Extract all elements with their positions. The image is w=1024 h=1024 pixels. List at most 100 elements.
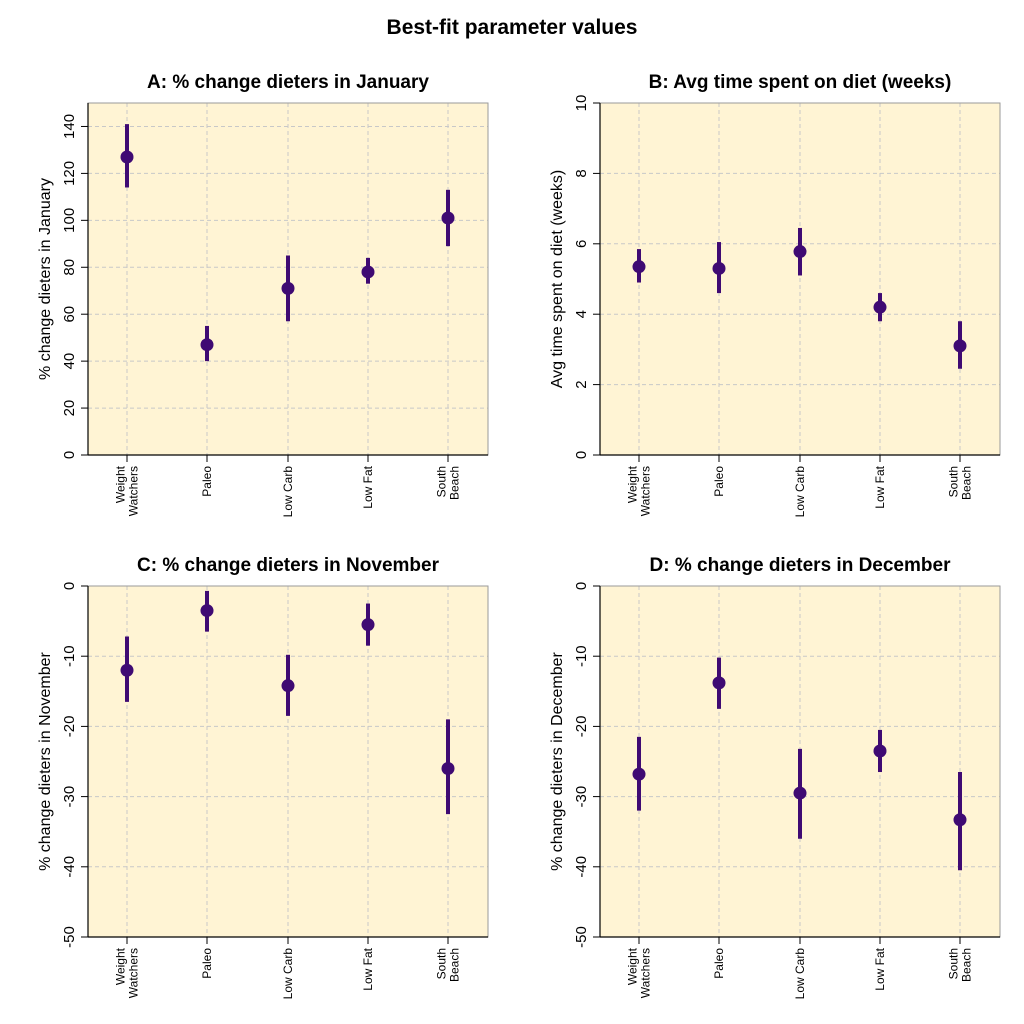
panel-c-y-axis-label: % change dieters in November	[37, 651, 54, 870]
panel-c-data-point	[120, 663, 134, 677]
panel-d-x-tick-label: WeightWatchers	[626, 947, 653, 998]
panel-b-x-tick-label-line: South	[947, 466, 961, 497]
panel-b-data-point	[793, 245, 807, 259]
panel-b-y-tick-label: 4	[573, 310, 590, 318]
panel-c-x-tick-label-line: Weight	[114, 947, 128, 985]
panel-b-y-tick-label: 8	[573, 169, 590, 177]
panel-a-data-point	[441, 211, 455, 225]
panel-c-y-tick-label: -50	[61, 926, 78, 948]
panel-a-x-tick-label-line: South	[435, 466, 449, 497]
panel-b-x-tick-label: SouthBeach	[947, 466, 974, 500]
panel-d-x-tick-label-line: Beach	[960, 948, 974, 982]
panel-a-x-tick-label-line: Watchers	[127, 466, 141, 516]
panel-d-x-tick-label: Low Fat	[873, 947, 887, 990]
panel-d-x-tick-label-line: Watchers	[639, 948, 653, 998]
panel-a-x-tick-label-line: Low Fat	[361, 465, 375, 508]
panel-a-x-tick-label-line: Paleo	[200, 466, 214, 497]
panel-b-data-point	[953, 339, 967, 353]
panel-d-y-tick-label: -50	[573, 926, 590, 948]
panel-b-x-tick-label-line: Weight	[626, 465, 640, 503]
panel-a-y-tick-label: 0	[61, 451, 78, 459]
panel-b-title: B: Avg time spent on diet (weeks)	[649, 72, 952, 93]
panel-c-x-tick-label: Low Fat	[361, 947, 375, 990]
panel-a-title: A: % change dieters in January	[147, 72, 429, 93]
panel-c-y-tick-label: -10	[61, 645, 78, 667]
panel-d-y-tick-label: 0	[573, 582, 590, 590]
panel-a-y-axis-label: % change dieters in January	[37, 178, 54, 380]
figure-title: Best-fit parameter values	[386, 16, 638, 39]
panel-d-y-tick-label: -20	[573, 716, 590, 738]
panel-a-x-tick-label-line: Weight	[114, 465, 128, 503]
panel-d-title: D: % change dieters in December	[650, 555, 952, 576]
panel-b-y-tick-label: 10	[573, 95, 590, 112]
panel-b-data-point	[712, 261, 726, 275]
panel-d-x-tick-label-line: Weight	[626, 947, 640, 985]
panel-d-y-tick-label: -10	[573, 645, 590, 667]
panel-a-x-tick-label: SouthBeach	[435, 466, 462, 500]
panel-b-x-tick-label: Paleo	[712, 466, 726, 497]
panel-b-y-tick-label: 6	[573, 240, 590, 248]
panel-d-data-point	[793, 786, 807, 800]
panel-b-data-point	[873, 300, 887, 314]
panel-d-data-point	[712, 676, 726, 690]
panel-a-y-tick-label: 60	[61, 306, 78, 323]
panel-d-x-tick-label: SouthBeach	[947, 948, 974, 982]
panel-d-y-tick-label: -40	[573, 856, 590, 878]
panel-c-data-point	[441, 762, 455, 776]
panel-c-title: C: % change dieters in November	[137, 555, 440, 576]
panel-b-x-tick-label-line: Watchers	[639, 466, 653, 516]
panel-d-x-tick-label-line: Paleo	[712, 948, 726, 979]
panel-a-y-tick-label: 140	[61, 114, 78, 139]
panel-d-data-point	[632, 767, 646, 781]
panel-a-data-point	[200, 338, 214, 352]
panel-a-data-point	[361, 265, 375, 279]
panel-c-y-tick-label: -30	[61, 786, 78, 808]
panel-b-x-tick-label-line: Low Fat	[873, 465, 887, 508]
panel-c-x-tick-label-line: Low Carb	[281, 948, 295, 1000]
panel-c-x-tick-label-line: Paleo	[200, 948, 214, 979]
panel-a-x-tick-label: Low Carb	[281, 466, 295, 518]
panel-c-x-tick-label-line: Low Fat	[361, 947, 375, 990]
panel-b-x-tick-label-line: Beach	[960, 466, 974, 500]
panel-c-data-point	[281, 679, 295, 693]
panel-b-y-tick-label: 2	[573, 380, 590, 388]
panel-a-y-tick-label: 20	[61, 400, 78, 417]
panel-b-x-tick-label: Low Carb	[793, 466, 807, 518]
panel-a-x-tick-label: WeightWatchers	[114, 465, 141, 516]
panel-a-y-tick-label: 120	[61, 161, 78, 186]
panel-d-x-tick-label: Low Carb	[793, 948, 807, 1000]
panel-d-y-axis-label: % change dieters in December	[549, 651, 566, 870]
panel-a-y-tick-label: 80	[61, 259, 78, 276]
panel-a-x-tick-label-line: Low Carb	[281, 466, 295, 518]
panel-d-x-tick-label-line: Low Fat	[873, 947, 887, 990]
panel-b-x-tick-label-line: Low Carb	[793, 466, 807, 518]
panel-a-x-tick-label: Paleo	[200, 466, 214, 497]
panel-d-x-tick-label-line: South	[947, 948, 961, 979]
panel-d-x-tick-label: Paleo	[712, 948, 726, 979]
panel-b-x-tick-label: Low Fat	[873, 465, 887, 508]
panel-b-y-tick-label: 0	[573, 451, 590, 459]
panel-a-x-tick-label: Low Fat	[361, 465, 375, 508]
panel-a-x-tick-label-line: Beach	[448, 466, 462, 500]
panel-c-y-tick-label: -40	[61, 856, 78, 878]
panel-a-data-point	[120, 150, 134, 164]
panel-c-data-point	[200, 604, 214, 618]
panel-a-y-tick-label: 40	[61, 353, 78, 370]
panel-c-x-tick-label-line: South	[435, 948, 449, 979]
panel-a-data-point	[281, 281, 295, 295]
panel-c-y-tick-label: -20	[61, 716, 78, 738]
panel-b-x-tick-label-line: Paleo	[712, 466, 726, 497]
panel-c-data-point	[361, 618, 375, 632]
panel-d-x-tick-label-line: Low Carb	[793, 948, 807, 1000]
panel-d-y-tick-label: -30	[573, 786, 590, 808]
panel-c-x-tick-label: SouthBeach	[435, 948, 462, 982]
panel-d-data-point	[873, 744, 887, 758]
panel-d-data-point	[953, 813, 967, 827]
panel-c-x-tick-label: WeightWatchers	[114, 947, 141, 998]
panel-c-y-tick-label: 0	[61, 582, 78, 590]
panel-a-y-tick-label: 100	[61, 208, 78, 233]
panel-c-x-tick-label: Low Carb	[281, 948, 295, 1000]
panel-b-x-tick-label: WeightWatchers	[626, 465, 653, 516]
panel-b-y-axis-label: Avg time spent on diet (weeks)	[549, 170, 566, 388]
